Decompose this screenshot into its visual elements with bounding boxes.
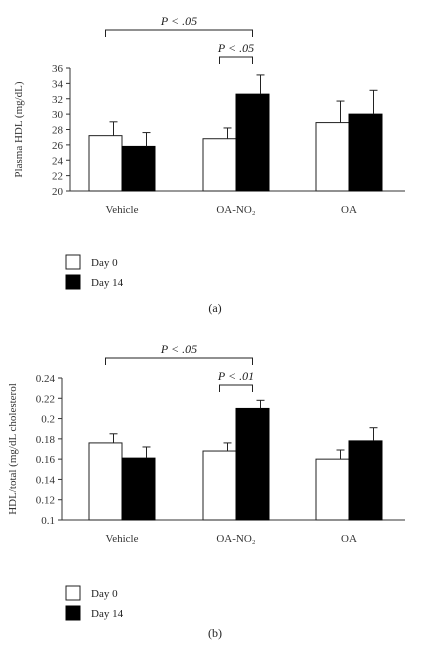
- significance-label: P < .05: [160, 14, 197, 28]
- significance-bracket: [219, 384, 253, 392]
- significance-label: P < .01: [217, 369, 254, 383]
- significance-bracket: [105, 357, 253, 365]
- y-tick-label: 0.24: [36, 373, 56, 385]
- bar-day-0: [202, 450, 237, 521]
- category-label: OA: [341, 204, 357, 216]
- bar-day-14: [348, 113, 383, 192]
- legend-label: Day 14: [91, 277, 124, 289]
- bar-day-0: [88, 442, 123, 521]
- bar-day-14: [348, 440, 383, 521]
- chart-panel-a: 20 22 24 26 28 30 32 34 36 Plasma HDL (mg/dL) Vehi…: [13, 14, 405, 315]
- category-label: OA-NO₂: [216, 204, 255, 216]
- panel-caption: (b): [208, 626, 222, 640]
- panel-caption: (a): [208, 301, 221, 315]
- y-tick-label: 0.14: [36, 474, 56, 486]
- legend-swatch-day-0: [65, 585, 81, 601]
- bar-day-0: [315, 458, 350, 521]
- significance-label: P < .05: [160, 342, 197, 356]
- bar-day-14: [235, 407, 270, 521]
- y-tick-label: 30: [52, 109, 64, 121]
- significance-bracket: [105, 29, 253, 37]
- y-tick-label: 22: [52, 171, 63, 183]
- legend-swatch-day-14: [65, 605, 81, 621]
- y-tick-label: 26: [52, 140, 64, 152]
- y-tick-label: 0.1: [41, 515, 55, 527]
- legend-label: Day 14: [91, 608, 124, 620]
- bar-day-14: [121, 145, 156, 192]
- category-label: OA-NO₂: [216, 533, 255, 545]
- legend-swatch-day-0: [65, 254, 81, 270]
- y-axis-label: HDL/total (mg/dL cholesterol: [7, 383, 19, 515]
- y-tick-label: 0.18: [36, 434, 56, 446]
- category-label: Vehicle: [106, 533, 139, 545]
- significance-bracket: [219, 56, 253, 64]
- y-tick-label: 24: [52, 155, 64, 167]
- bar-day-14: [121, 457, 156, 521]
- y-tick-label: 0.2: [41, 414, 55, 426]
- y-axis-label: Plasma HDL (mg/dL): [13, 81, 25, 177]
- bar-day-14: [235, 93, 270, 192]
- y-tick-label: 0.22: [36, 393, 55, 405]
- y-tick-label: 0.16: [36, 454, 56, 466]
- significance-label: P < .05: [217, 41, 254, 55]
- y-tick-label: 34: [52, 78, 64, 90]
- bar-day-0: [202, 138, 237, 192]
- y-tick-label: 20: [52, 186, 64, 198]
- legend-swatch-day-14: [65, 274, 81, 290]
- legend-label: Day 0: [91, 257, 118, 269]
- y-tick-label: 28: [52, 125, 64, 137]
- bar-day-0: [88, 135, 123, 192]
- category-label: OA: [341, 533, 357, 545]
- legend-label: Day 0: [91, 588, 118, 600]
- y-tick-label: 32: [52, 94, 63, 106]
- y-tick-label: 36: [52, 63, 64, 75]
- bar-day-0: [315, 122, 350, 192]
- chart-panel-b: 0.1 0.12 0.14 0.16 0.18 0.2 0.22 0.24 HDL/total …: [7, 342, 405, 640]
- category-label: Vehicle: [106, 204, 139, 216]
- y-tick-label: 0.12: [36, 495, 55, 507]
